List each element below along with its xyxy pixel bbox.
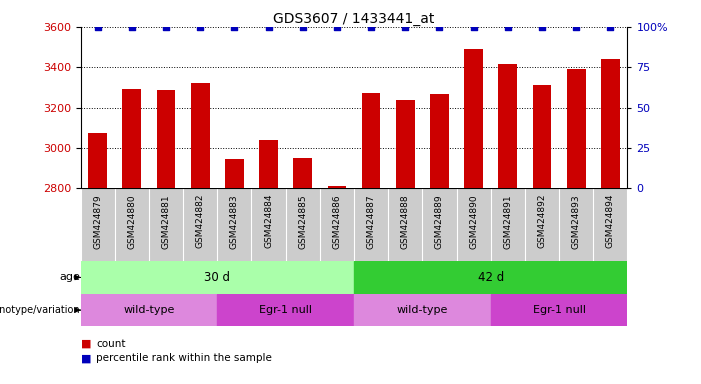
Text: genotype/variation: genotype/variation <box>0 305 80 315</box>
Text: GSM424885: GSM424885 <box>298 194 307 248</box>
Bar <box>217 294 354 326</box>
Bar <box>81 294 217 326</box>
Point <box>229 24 240 30</box>
Point <box>571 24 582 30</box>
Text: GSM424894: GSM424894 <box>606 194 615 248</box>
Bar <box>396 101 415 188</box>
Point <box>92 24 103 30</box>
Text: GSM424891: GSM424891 <box>503 194 512 248</box>
Text: ■: ■ <box>81 353 91 363</box>
Title: GDS3607 / 1433441_at: GDS3607 / 1433441_at <box>273 12 435 26</box>
Bar <box>293 158 312 188</box>
Bar <box>533 85 552 188</box>
Point <box>536 24 547 30</box>
Bar <box>498 64 517 188</box>
Text: GSM424886: GSM424886 <box>332 194 341 248</box>
Point <box>502 24 513 30</box>
Bar <box>362 93 381 188</box>
Bar <box>430 94 449 188</box>
Text: age: age <box>59 272 80 283</box>
Text: GSM424882: GSM424882 <box>196 194 205 248</box>
Bar <box>81 261 354 294</box>
Point <box>263 24 274 30</box>
Text: GSM424880: GSM424880 <box>128 194 137 248</box>
Bar <box>123 89 142 188</box>
Text: GSM424889: GSM424889 <box>435 194 444 248</box>
Point <box>297 24 308 30</box>
Text: wild-type: wild-type <box>397 305 448 315</box>
Bar <box>156 90 175 188</box>
Bar <box>491 294 627 326</box>
Point <box>195 24 206 30</box>
Point <box>365 24 376 30</box>
Text: GSM424892: GSM424892 <box>538 194 547 248</box>
Bar <box>601 59 620 188</box>
Text: GSM424884: GSM424884 <box>264 194 273 248</box>
Point <box>126 24 137 30</box>
Point <box>400 24 411 30</box>
Bar <box>327 186 346 188</box>
Bar <box>259 140 278 188</box>
Bar <box>191 83 210 188</box>
Text: GSM424887: GSM424887 <box>367 194 376 248</box>
Text: GSM424888: GSM424888 <box>401 194 410 248</box>
Text: GSM424890: GSM424890 <box>469 194 478 248</box>
Text: percentile rank within the sample: percentile rank within the sample <box>96 353 272 363</box>
Bar <box>354 261 627 294</box>
Text: 30 d: 30 d <box>204 271 231 284</box>
Text: count: count <box>96 339 125 349</box>
Bar <box>566 69 585 188</box>
Bar <box>464 49 483 188</box>
Point <box>434 24 445 30</box>
Point <box>468 24 479 30</box>
Point <box>605 24 616 30</box>
Text: Egr-1 null: Egr-1 null <box>533 305 585 315</box>
Text: 42 d: 42 d <box>477 271 504 284</box>
Text: GSM424879: GSM424879 <box>93 194 102 248</box>
Text: Egr-1 null: Egr-1 null <box>259 305 312 315</box>
Bar <box>354 294 491 326</box>
Text: wild-type: wild-type <box>123 305 175 315</box>
Text: GSM424893: GSM424893 <box>571 194 580 248</box>
Text: GSM424883: GSM424883 <box>230 194 239 248</box>
Text: ■: ■ <box>81 339 91 349</box>
Point <box>161 24 172 30</box>
Point <box>332 24 343 30</box>
Bar <box>225 159 244 188</box>
Bar <box>88 133 107 188</box>
Text: GSM424881: GSM424881 <box>161 194 170 248</box>
